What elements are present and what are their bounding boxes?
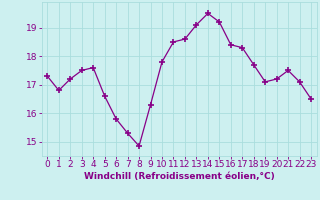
X-axis label: Windchill (Refroidissement éolien,°C): Windchill (Refroidissement éolien,°C) [84,172,275,181]
